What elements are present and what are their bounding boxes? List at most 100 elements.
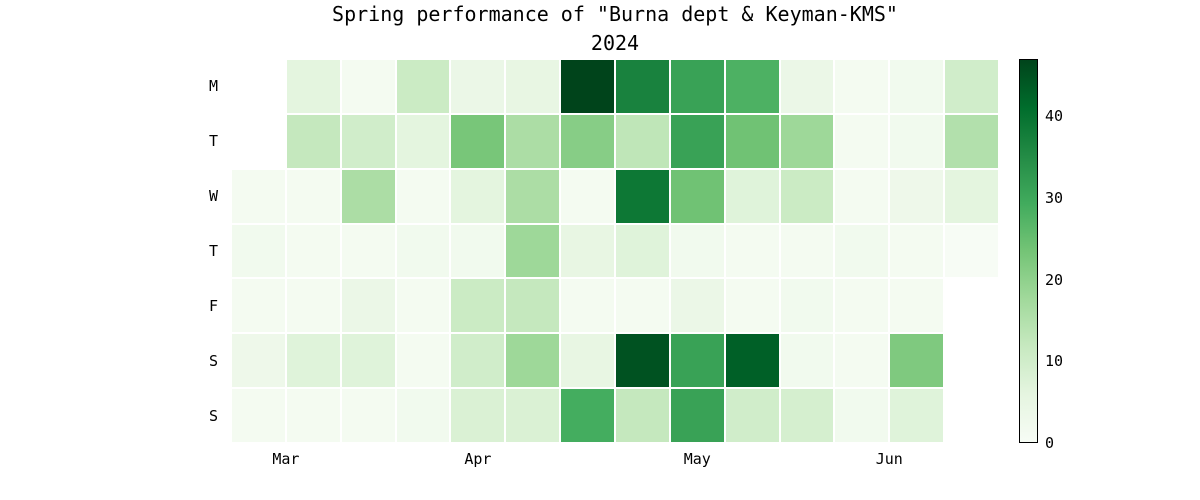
heatmap-cell xyxy=(669,168,725,224)
heatmap-cell xyxy=(724,223,780,279)
heatmap-cell xyxy=(231,278,286,334)
heatmap-cell xyxy=(505,168,561,224)
y-axis-tick-label: F xyxy=(208,296,218,315)
heatmap-cell xyxy=(450,333,506,389)
heatmap-cell xyxy=(834,168,890,224)
heatmap-cell xyxy=(724,59,780,114)
heatmap-cell xyxy=(231,388,286,443)
heatmap-cell xyxy=(889,278,945,334)
heatmap-cell xyxy=(505,113,561,169)
heatmap-cell xyxy=(834,333,890,389)
y-axis-tick-label: S xyxy=(208,351,218,370)
heatmap-cell xyxy=(505,223,561,279)
colorbar-tick-label: 0 xyxy=(1045,434,1055,452)
heatmap-cell xyxy=(340,113,396,169)
heatmap-cell xyxy=(724,278,780,334)
heatmap-cell xyxy=(395,388,451,443)
heatmap-cell xyxy=(285,113,341,169)
heatmap-cell xyxy=(450,388,506,443)
heatmap-cell xyxy=(724,333,780,389)
heatmap-cell xyxy=(560,168,615,224)
chart-subtitle: 2024 xyxy=(590,31,640,55)
heatmap-cell xyxy=(560,333,615,389)
heatmap-cell xyxy=(285,223,341,279)
heatmap-cell xyxy=(779,113,835,169)
colorbar xyxy=(1019,59,1038,443)
heatmap-cell xyxy=(834,113,890,169)
heatmap-cell xyxy=(779,388,835,443)
heatmap-cell xyxy=(889,168,945,224)
heatmap-cell xyxy=(340,59,396,114)
heatmap-cell xyxy=(834,59,890,114)
heatmap-cell xyxy=(615,333,670,389)
colorbar-tick-label: 20 xyxy=(1045,270,1064,289)
heatmap-cell xyxy=(615,168,670,224)
heatmap-cell xyxy=(724,168,780,224)
heatmap-cell xyxy=(505,333,561,389)
heatmap-cell xyxy=(944,223,999,279)
heatmap-cell xyxy=(285,278,341,334)
heatmap-cell xyxy=(505,59,561,114)
heatmap-cell xyxy=(340,388,396,443)
heatmap-cell xyxy=(834,388,890,443)
heatmap-cell xyxy=(505,278,561,334)
heatmap-cell xyxy=(724,388,780,443)
heatmap-cell xyxy=(779,333,835,389)
heatmap-cell xyxy=(615,388,670,443)
colorbar-tick-label: 40 xyxy=(1045,107,1064,126)
heatmap-cell xyxy=(450,168,506,224)
heatmap-cell xyxy=(285,388,341,443)
heatmap-cell xyxy=(505,388,561,443)
heatmap-cell xyxy=(395,278,451,334)
heatmap-cell xyxy=(834,278,890,334)
colorbar-tick-label: 30 xyxy=(1045,188,1064,207)
heatmap-cell xyxy=(669,333,725,389)
heatmap-cell xyxy=(669,278,725,334)
heatmap-cell xyxy=(615,113,670,169)
heatmap-cell xyxy=(779,278,835,334)
y-axis-tick-label: S xyxy=(208,406,218,425)
heatmap-cell xyxy=(340,278,396,334)
heatmap-cell xyxy=(889,113,945,169)
heatmap-cell xyxy=(231,223,286,279)
heatmap-grid xyxy=(231,59,1000,444)
heatmap-cell xyxy=(944,59,999,114)
heatmap-cell xyxy=(450,113,506,169)
heatmap-cell xyxy=(395,113,451,169)
heatmap-cell xyxy=(340,333,396,389)
heatmap-cell xyxy=(615,278,670,334)
x-axis-tick-label: Apr xyxy=(464,450,492,468)
heatmap-cell xyxy=(450,59,506,114)
heatmap-cell xyxy=(450,278,506,334)
heatmap-cell xyxy=(944,168,999,224)
y-axis-tick-label: W xyxy=(208,187,218,206)
heatmap-cell xyxy=(560,223,615,279)
heatmap-cell xyxy=(560,388,615,443)
heatmap-cell xyxy=(889,333,945,389)
heatmap-cell xyxy=(285,168,341,224)
y-axis-tick-label: T xyxy=(208,242,218,260)
heatmap-cell xyxy=(779,59,835,114)
heatmap-cell xyxy=(450,223,506,279)
heatmap-cell xyxy=(231,333,286,389)
heatmap-cell xyxy=(285,59,341,114)
x-axis-tick-label: Mar xyxy=(272,450,300,468)
heatmap-cell xyxy=(395,168,451,224)
heatmap-cell xyxy=(395,223,451,279)
heatmap-cell xyxy=(615,59,670,114)
x-axis-tick-label: May xyxy=(683,450,711,468)
y-axis-tick-label: M xyxy=(208,77,218,96)
heatmap-cell xyxy=(669,113,725,169)
heatmap-cell xyxy=(395,59,451,114)
heatmap-cell xyxy=(560,113,615,169)
heatmap-cell xyxy=(669,59,725,114)
heatmap-cell xyxy=(834,223,890,279)
y-axis-tick-label: T xyxy=(208,132,218,151)
heatmap-cell xyxy=(340,168,396,224)
heatmap-cell xyxy=(889,59,945,114)
heatmap-cell xyxy=(669,388,725,443)
heatmap-cell xyxy=(779,168,835,224)
heatmap-cell xyxy=(889,223,945,279)
chart-title: Spring performance of "Burna dept & Keym… xyxy=(332,2,898,26)
